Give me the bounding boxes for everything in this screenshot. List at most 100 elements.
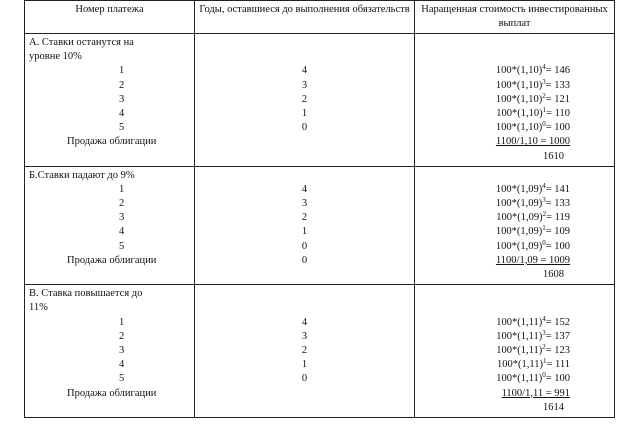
formula-result: = 141 [545,183,570,195]
formula-exponent: 4 [542,63,546,72]
accumulated-formula: 100*(1,10)0= 100 [419,121,610,135]
section-title: В. Ставка повышается до [29,288,143,300]
years-value: 0 [301,240,308,252]
spacer [199,287,410,301]
formula-base: 100*(1,09) [495,198,543,210]
section-total: 1614 [543,401,564,413]
bond-sale-label: Продажа облигации [67,254,157,266]
sale-value-line: 1100/1,11 = 991 [419,387,610,401]
payment-number: 2 [119,79,125,91]
spacer [419,169,610,183]
section-total: 1610 [543,150,564,162]
payment-number: 1 [119,316,125,328]
accumulated-formula: 100*(1,11)2= 123 [419,342,610,358]
sale-value: 1100/1,10 = 1000 [495,136,570,148]
years-value: 3 [301,198,308,210]
payment-number: 2 [119,198,125,210]
formula-exponent: 4 [542,181,546,190]
sale-value: 1100/1,09 = 1009 [495,254,570,266]
payment-number: 3 [119,93,125,105]
payment-number: 5 [119,122,125,134]
years-value: 3 [301,79,308,91]
header-payment-number: Номер платежа [24,0,195,34]
formula-base: 100*(1,09) [495,183,543,195]
accumulated-formula: 100*(1,10)2= 121 [419,92,610,107]
years-value: 4 [301,316,308,328]
section-labels-cell: В. Ставка повышается до 11% 1 2 3 4 5 Продажа о… [24,284,195,418]
section-title: 11% [29,302,48,314]
payment-number: 4 [119,359,125,371]
spacer [419,287,610,301]
section-title: Б.Ставки падают до 9% [29,169,135,181]
bond-sale-label: Продажа облигации [67,387,157,399]
years-remaining-cell: 4 3 2 1 0 [194,284,415,418]
accumulated-value-cell: 100*(1,11)4= 152 100*(1,11)3= 137 100*(1,1… [414,284,615,418]
payment-number: 5 [119,373,125,385]
payment-number: 2 [119,330,125,342]
header-years-remaining: Годы, оставшиеся до выполнения обязатель… [194,0,415,34]
formula-base: 100*(1,11) [496,373,543,385]
spacer [199,36,410,50]
spacer [199,301,410,315]
bond-sale-label: Продажа облигации [67,136,157,148]
formula-exponent: 1 [542,357,547,366]
formula-base: 100*(1,11) [496,344,543,356]
formula-result: = 100 [545,240,570,252]
formula-result: = 133 [545,198,570,210]
spacer [419,36,610,50]
accumulated-formula: 100*(1,11)3= 137 [419,328,610,344]
payment-number: 3 [119,344,125,356]
formula-result: = 110 [546,107,570,119]
years-value: 1 [301,107,308,119]
accumulated-formula: 100*(1,10)1= 110 [419,106,610,121]
formula-result: = 119 [546,212,570,224]
formula-exponent: 2 [542,342,546,351]
section-labels-cell: Б.Ставки падают до 9% 1 2 3 4 5 Продажа облига… [24,165,195,286]
spacer [199,50,410,64]
sale-value-line: 1100/1,09 = 1009 [419,254,610,268]
accumulated-formula: 100*(1,09)4= 141 [419,181,610,197]
formula-result: = 111 [546,359,570,371]
formula-base: 100*(1,10) [495,65,543,77]
years-value: 4 [301,65,308,77]
formula-base: 100*(1,10) [495,79,543,91]
spacer [419,301,610,315]
accumulated-formula: 100*(1,09)2= 119 [419,211,610,225]
formula-base: 100*(1,09) [495,226,543,238]
sale-value-line: 1100/1,10 = 1000 [419,135,610,149]
formula-base: 100*(1,11) [496,359,543,371]
payment-number: 1 [119,183,125,195]
section-total: 1608 [543,269,564,280]
formula-base: 100*(1,11) [496,330,543,342]
section-labels-cell: А. Ставки останутся на уровне 10% 1 2 3 4 5 Про… [24,33,195,167]
years-value: 2 [301,344,308,356]
years-value: 2 [301,93,308,105]
sale-years-value: 0 [301,254,308,266]
sale-value: 1100/1,11 = 991 [501,387,570,399]
formula-exponent: 1 [542,224,546,233]
years-value: 0 [301,122,308,134]
years-value: 1 [301,226,308,238]
section-row: Б.Ставки падают до 9% 1 2 3 4 5 Продажа облига… [24,165,615,286]
accumulated-formula: 100*(1,10)3= 133 [419,78,610,93]
formula-base: 100*(1,10) [495,93,543,105]
formula-exponent: 0 [542,238,546,247]
section-title: А. Ставки останутся на [29,37,134,48]
formula-exponent: 0 [542,120,546,129]
formula-exponent: 3 [542,328,546,337]
accumulated-formula: 100*(1,11)0= 100 [419,372,610,386]
years-value: 4 [301,183,308,195]
formula-result: = 152 [545,316,570,328]
years-remaining-cell: 4 3 2 1 0 0 [194,165,415,286]
payment-number: 1 [119,65,125,77]
payments-table: Номер платежа Годы, оставшиеся до выполн… [24,0,615,418]
formula-base: 100*(1,09) [495,240,543,252]
accumulated-formula: 100*(1,11)1= 111 [419,358,610,372]
formula-result: = 100 [545,373,570,385]
years-remaining-cell: 4 3 2 1 0 [194,33,415,167]
formula-result: = 123 [545,344,570,356]
formula-result: = 133 [545,79,570,91]
sale-years-value [199,135,410,149]
formula-result: = 100 [545,122,570,134]
